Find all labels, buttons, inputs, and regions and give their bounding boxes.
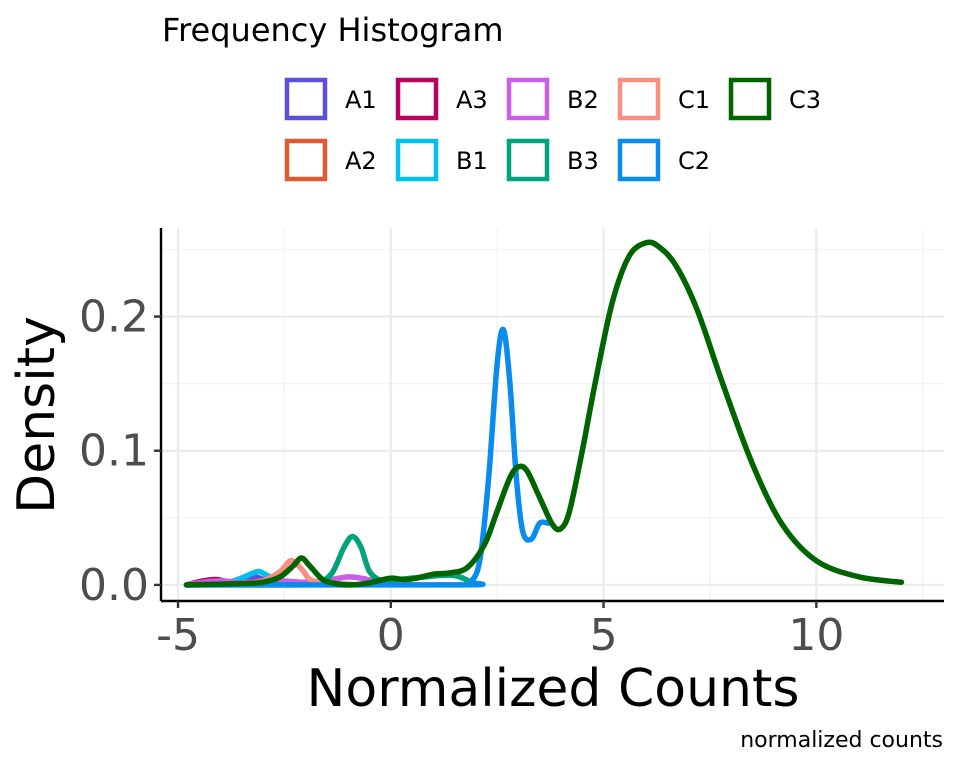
legend-item-b3: B3 bbox=[506, 138, 599, 182]
legend-item-b1: B1 bbox=[395, 138, 488, 182]
legend-key-swatch bbox=[395, 77, 439, 121]
density-series-group bbox=[183, 239, 905, 588]
y-tick-label: 0.2 bbox=[79, 292, 149, 343]
x-tick-label: 0 bbox=[377, 610, 405, 661]
legend-item-c1: C1 bbox=[617, 77, 710, 121]
legend-key-swatch bbox=[284, 138, 328, 182]
legend-label: A2 bbox=[345, 147, 377, 175]
legend-key-swatch bbox=[728, 77, 772, 121]
x-tick-label: 5 bbox=[590, 610, 618, 661]
legend-key-swatch bbox=[284, 77, 328, 121]
legend: A1 A2 A3 B1 B2 B3 C1 C2 C3 bbox=[284, 77, 821, 182]
legend-label: A3 bbox=[456, 86, 488, 114]
legend-item-c2: C2 bbox=[617, 138, 710, 182]
plot-grid bbox=[161, 228, 944, 601]
legend-key-swatch bbox=[617, 138, 661, 182]
legend-key-swatch bbox=[506, 138, 550, 182]
legend-key-swatch bbox=[506, 77, 550, 121]
series-line-c2 bbox=[183, 326, 551, 588]
legend-label: C2 bbox=[678, 147, 710, 175]
legend-title: Frequency Histogram bbox=[162, 11, 503, 49]
series-line-c3 bbox=[183, 239, 905, 588]
legend-label: C1 bbox=[678, 86, 710, 114]
legend-label: B2 bbox=[567, 86, 599, 114]
x-tick-label: -5 bbox=[156, 610, 200, 661]
x-axis-title: Normalized Counts bbox=[307, 659, 800, 719]
legend-label: B1 bbox=[456, 147, 488, 175]
legend-label: A1 bbox=[345, 86, 377, 114]
x-tick-label: 10 bbox=[788, 610, 844, 661]
legend-label: B3 bbox=[567, 147, 599, 175]
y-tick-label: 0.1 bbox=[79, 426, 149, 477]
axes: 0.0 0.1 0.2 -5 0 5 10 bbox=[79, 228, 944, 661]
legend-item-c3: C3 bbox=[728, 77, 821, 121]
caption: normalized counts bbox=[740, 728, 943, 753]
legend-key-swatch bbox=[617, 77, 661, 121]
y-tick-label: 0.0 bbox=[79, 560, 149, 611]
legend-key-swatch bbox=[395, 138, 439, 182]
y-axis-title: Density bbox=[7, 316, 67, 514]
legend-label: C3 bbox=[789, 86, 821, 114]
series-line-b3 bbox=[183, 533, 479, 588]
legend-item-a3: A3 bbox=[395, 77, 488, 121]
legend-item-b2: B2 bbox=[506, 77, 599, 121]
legend-item-a1: A1 bbox=[284, 77, 377, 121]
legend-item-a2: A2 bbox=[284, 138, 377, 182]
